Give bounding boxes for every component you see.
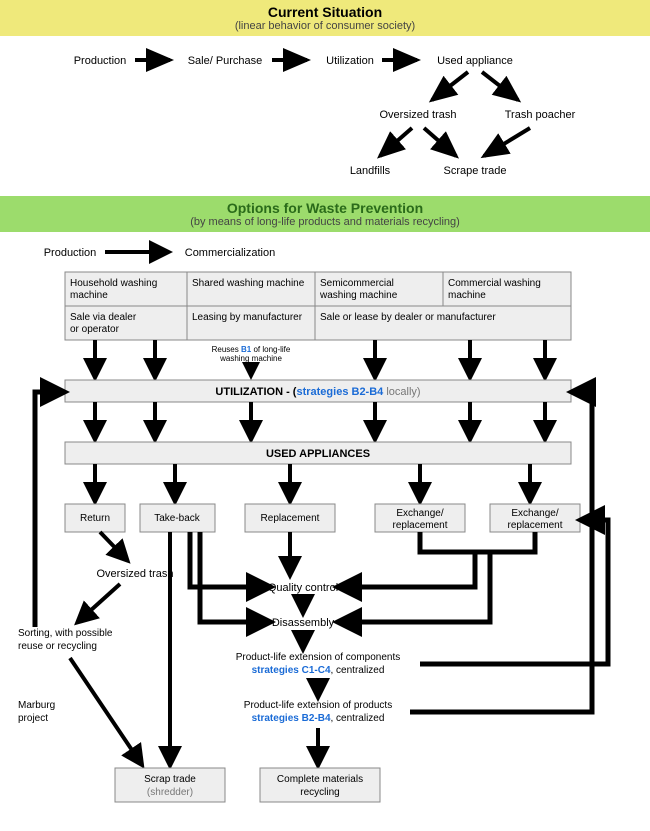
label-scrap-1: Scrap trade <box>144 774 196 785</box>
node-utilization: Utilization <box>326 55 374 67</box>
label-household-2: machine <box>70 290 108 301</box>
label-comm-2: machine <box>448 290 486 301</box>
arrow <box>80 584 120 620</box>
arrow-feedback-3 <box>35 392 60 627</box>
node-oversized2: Oversized trash <box>96 568 173 580</box>
subtitle-current: (linear behavior of consumer society) <box>0 20 650 32</box>
arrow <box>482 72 518 100</box>
title-options: Options for Waste Prevention <box>0 200 650 216</box>
arrow <box>100 532 125 558</box>
node-scrape-trade: Scrape trade <box>444 165 507 177</box>
node-trash-poacher: Trash poacher <box>505 109 576 121</box>
label-replacement: Replacement <box>261 513 320 524</box>
label-leasing: Leasing by manufacturer <box>192 312 303 323</box>
label-sorting-1: Sorting, with possible <box>18 628 113 639</box>
node-used-appliance: Used appliance <box>437 55 513 67</box>
label-comm-1: Commercial washing <box>448 278 541 289</box>
title-current: Current Situation <box>0 4 650 20</box>
svg-text:replacement: replacement <box>392 520 447 531</box>
label-used: USED APPLIANCES <box>266 448 370 460</box>
banner-current-situation: Current Situation (linear behavior of co… <box>0 0 650 36</box>
svg-text:Complete materials: Complete materials <box>277 774 363 785</box>
arrow <box>70 658 140 762</box>
node-landfills: Landfills <box>350 165 391 177</box>
node-oversized-trash: Oversized trash <box>379 109 456 121</box>
svg-text:Exchange/: Exchange/ <box>396 508 443 519</box>
label-marburg-1: Marburg <box>18 700 55 711</box>
arrow <box>484 128 530 156</box>
diagram-options: Production Commercialization Household w… <box>0 232 650 822</box>
reuse-note-1: Reuses B1 of long-life <box>212 345 291 354</box>
arrow <box>380 128 412 156</box>
diagram-current: Production Sale/ Purchase Utilization Us… <box>0 36 650 196</box>
join <box>420 532 535 552</box>
subtitle-options: (by means of long-life products and mate… <box>0 216 650 228</box>
node-disassembly: Disassembly <box>272 617 335 629</box>
arrow <box>342 552 475 587</box>
node-quality: Quality control <box>268 582 338 594</box>
arrow <box>432 72 468 100</box>
label-scrap-2: (shredder) <box>147 787 193 798</box>
svg-text:Exchange/: Exchange/ <box>511 508 558 519</box>
node-production2: Production <box>44 247 97 259</box>
label-sale-lease: Sale or lease by dealer or manufacturer <box>320 312 496 323</box>
label-takeback: Take-back <box>154 513 201 524</box>
banner-options: Options for Waste Prevention (by means o… <box>0 196 650 232</box>
node-commercialization: Commercialization <box>185 247 275 259</box>
label-ple-comp-2: strategies C1-C4, centralized <box>252 665 385 676</box>
arrow <box>424 128 456 156</box>
reuse-note-2: washing machine <box>219 354 282 363</box>
label-shared: Shared washing machine <box>192 278 305 289</box>
label-ple-comp-1: Product-life extension of components <box>236 652 401 663</box>
node-production: Production <box>74 55 127 67</box>
label-return: Return <box>80 513 110 524</box>
node-sale: Sale/ Purchase <box>188 55 263 67</box>
arrow-feedback-1 <box>420 520 608 664</box>
label-household-1: Household washing <box>70 278 157 289</box>
label-sale-1: Sale via dealer <box>70 312 137 323</box>
label-semi-1: Semicommercial <box>320 278 394 289</box>
label-ple-prod-1: Product-life extension of products <box>244 700 392 711</box>
label-utilization: UTILIZATION - (strategies B2-B4 locally) <box>215 386 420 398</box>
label-semi-2: washing machine <box>319 290 398 301</box>
label-ple-prod-2: strategies B2-B4, centralized <box>252 713 385 724</box>
arrow <box>200 532 266 622</box>
svg-text:recycling: recycling <box>300 787 339 798</box>
label-marburg-2: project <box>18 713 48 724</box>
label-sorting-2: reuse or recycling <box>18 641 97 652</box>
svg-text:replacement: replacement <box>507 520 562 531</box>
label-sale-2: or operator <box>70 324 120 335</box>
